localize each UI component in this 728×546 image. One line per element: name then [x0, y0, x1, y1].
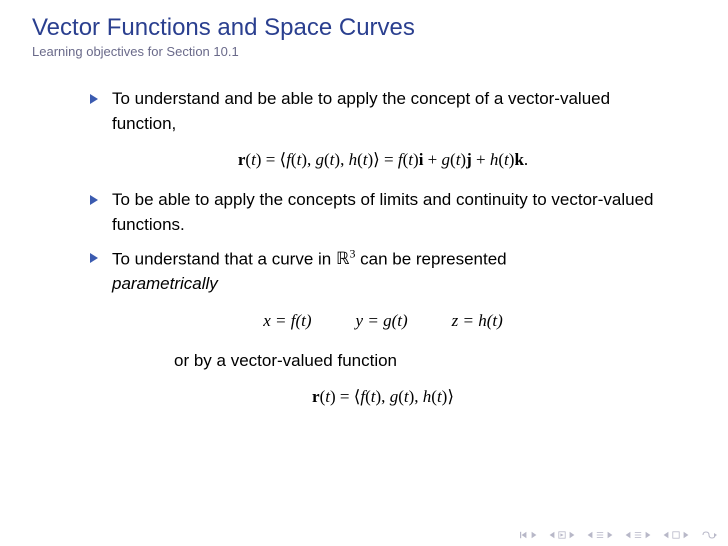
- bullet-text: To be able to apply the concepts of limi…: [112, 188, 676, 237]
- nav-search-loop-icon[interactable]: [700, 530, 718, 540]
- nav-first-icon[interactable]: [520, 531, 538, 539]
- bullet-item: To understand that a curve in ℝ3 can be …: [90, 246, 676, 297]
- equation-parametric: x = f(t) y = g(t) z = h(t): [90, 311, 676, 331]
- bullet-item: To be able to apply the concepts of limi…: [90, 188, 676, 237]
- bullet-text: To understand that a curve in ℝ3 can be …: [112, 246, 507, 297]
- nav-prev-section-icon[interactable]: [548, 531, 576, 539]
- bullet-text: To understand and be able to apply the c…: [112, 87, 676, 136]
- math-r3: ℝ3: [336, 249, 355, 268]
- bullet-item: To understand and be able to apply the c…: [90, 87, 676, 136]
- equation-vector-short: r(t) = ⟨f(t), g(t), h(t)⟩: [90, 387, 676, 407]
- param-y: y = g(t): [356, 311, 408, 330]
- slide-title: Vector Functions and Space Curves: [32, 14, 696, 42]
- triangle-icon: [90, 253, 98, 263]
- triangle-icon: [90, 94, 98, 104]
- equation-vector-def: r(t) = ⟨f(t), g(t), h(t)⟩ = f(t)i + g(t)…: [90, 150, 676, 170]
- text-post: can be represented: [355, 249, 506, 268]
- slide-subtitle: Learning objectives for Section 10.1: [32, 44, 696, 59]
- nav-back-forward-icon[interactable]: [662, 531, 690, 539]
- param-x: x = f(t): [263, 311, 311, 330]
- text-emph: parametrically: [112, 274, 218, 293]
- beamer-nav-bar: [520, 530, 718, 540]
- nav-prev-slide-icon[interactable]: [624, 531, 652, 539]
- triangle-icon: [90, 195, 98, 205]
- param-z: z = h(t): [452, 311, 503, 330]
- text-pre: To understand that a curve in: [112, 249, 336, 268]
- nav-prev-subsection-icon[interactable]: [586, 531, 614, 539]
- bullet-list: To understand and be able to apply the c…: [90, 87, 676, 407]
- bullet-continuation: or by a vector-valued function: [174, 349, 676, 374]
